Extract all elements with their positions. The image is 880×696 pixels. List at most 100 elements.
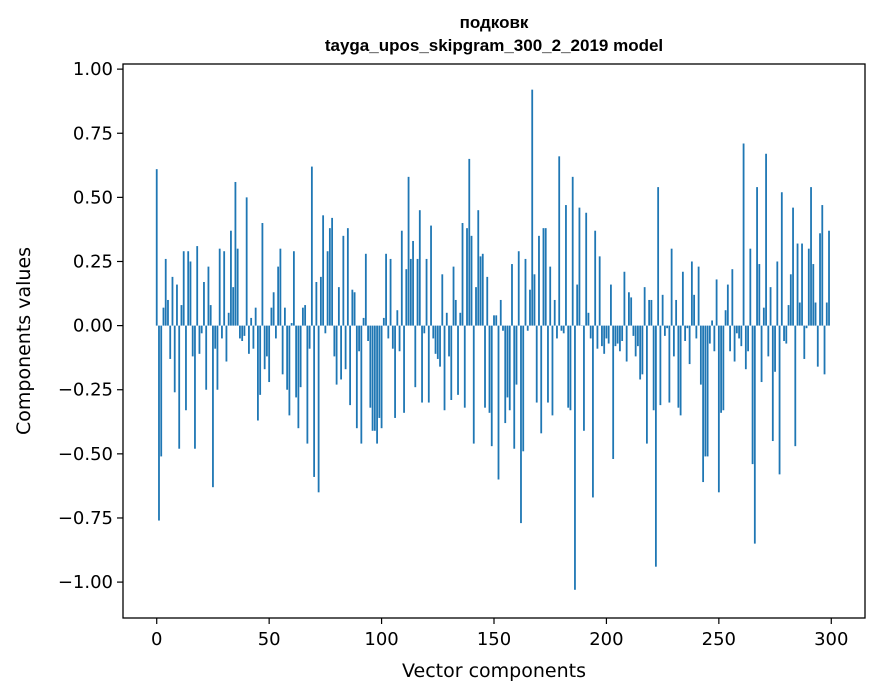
bar <box>738 325 740 339</box>
bar <box>594 230 597 326</box>
bar <box>697 266 700 326</box>
bar <box>544 228 547 326</box>
bar <box>441 274 444 326</box>
bar <box>792 207 794 326</box>
bar <box>470 235 473 326</box>
bar <box>180 305 183 326</box>
bar <box>587 312 590 326</box>
bar <box>801 243 803 326</box>
bar <box>767 325 770 357</box>
bar <box>243 325 246 336</box>
bar <box>257 325 259 421</box>
bar <box>722 325 725 411</box>
bar <box>205 325 208 390</box>
bar <box>731 269 734 326</box>
bar <box>565 205 567 326</box>
bar <box>616 325 619 344</box>
bar <box>663 325 666 336</box>
bar <box>771 325 774 442</box>
bar <box>526 325 529 331</box>
bar <box>387 325 390 339</box>
bar <box>569 325 572 411</box>
bar <box>798 302 801 326</box>
bar <box>529 289 531 326</box>
bar <box>677 325 680 408</box>
bar <box>787 305 790 326</box>
bar <box>457 325 459 395</box>
y-axis-ticks: 1.00 0.75 0.50 0.25 0.00 −0.25 −0.50 −0.75 −1.00 <box>58 59 123 593</box>
bar <box>333 325 336 357</box>
bar <box>765 153 767 326</box>
bar <box>549 266 552 326</box>
bar <box>196 246 199 326</box>
bar <box>216 325 219 390</box>
bar <box>288 325 291 416</box>
bar <box>702 325 705 483</box>
bar <box>720 325 722 413</box>
bar <box>450 325 453 400</box>
bar <box>221 325 223 339</box>
bar <box>789 274 792 326</box>
bar <box>292 251 295 326</box>
bar <box>407 176 410 326</box>
bar <box>803 325 806 359</box>
bar <box>326 251 329 326</box>
bar <box>643 287 646 326</box>
bar <box>421 325 423 403</box>
bar <box>641 325 644 375</box>
bar <box>218 248 221 326</box>
x-tick-label: 0 <box>151 629 162 650</box>
bar <box>198 325 201 354</box>
bar <box>522 325 525 452</box>
bar <box>699 325 702 385</box>
bar <box>508 325 511 411</box>
bar <box>488 325 491 413</box>
bar <box>585 212 588 326</box>
bar <box>212 325 214 488</box>
bar <box>547 325 549 403</box>
bar <box>805 325 808 329</box>
bar <box>675 299 678 326</box>
bar <box>560 325 563 331</box>
bar <box>344 325 347 370</box>
bar <box>807 248 810 326</box>
bar <box>506 325 509 398</box>
y-tick-label: 0.25 <box>73 251 113 272</box>
bar <box>648 299 651 326</box>
bar <box>200 325 203 334</box>
bar <box>679 325 682 416</box>
bar <box>758 264 761 326</box>
bar <box>637 325 639 347</box>
bar <box>268 325 271 383</box>
bar <box>466 228 468 326</box>
y-tick-label: 0.75 <box>73 123 113 144</box>
bar <box>646 325 648 444</box>
bar <box>670 248 673 326</box>
bar <box>659 325 662 406</box>
bar <box>391 325 394 349</box>
bar <box>459 312 462 326</box>
bar <box>477 210 480 326</box>
bar <box>358 325 360 352</box>
bar <box>360 325 363 444</box>
bar <box>463 325 466 408</box>
bar <box>535 325 538 403</box>
bar <box>279 248 282 326</box>
bar <box>621 325 624 341</box>
bar <box>769 287 772 326</box>
bar <box>578 207 581 326</box>
bar <box>400 230 403 326</box>
bar <box>335 325 338 385</box>
bar <box>342 235 345 326</box>
bar <box>353 292 356 326</box>
bar <box>322 215 325 326</box>
bar <box>472 325 475 444</box>
bar <box>173 325 176 393</box>
x-tick-label: 50 <box>258 629 281 650</box>
bar <box>538 235 540 326</box>
bar <box>672 325 675 357</box>
bar <box>434 325 437 354</box>
bar <box>724 310 727 326</box>
bar <box>414 325 417 388</box>
bar <box>740 325 743 347</box>
